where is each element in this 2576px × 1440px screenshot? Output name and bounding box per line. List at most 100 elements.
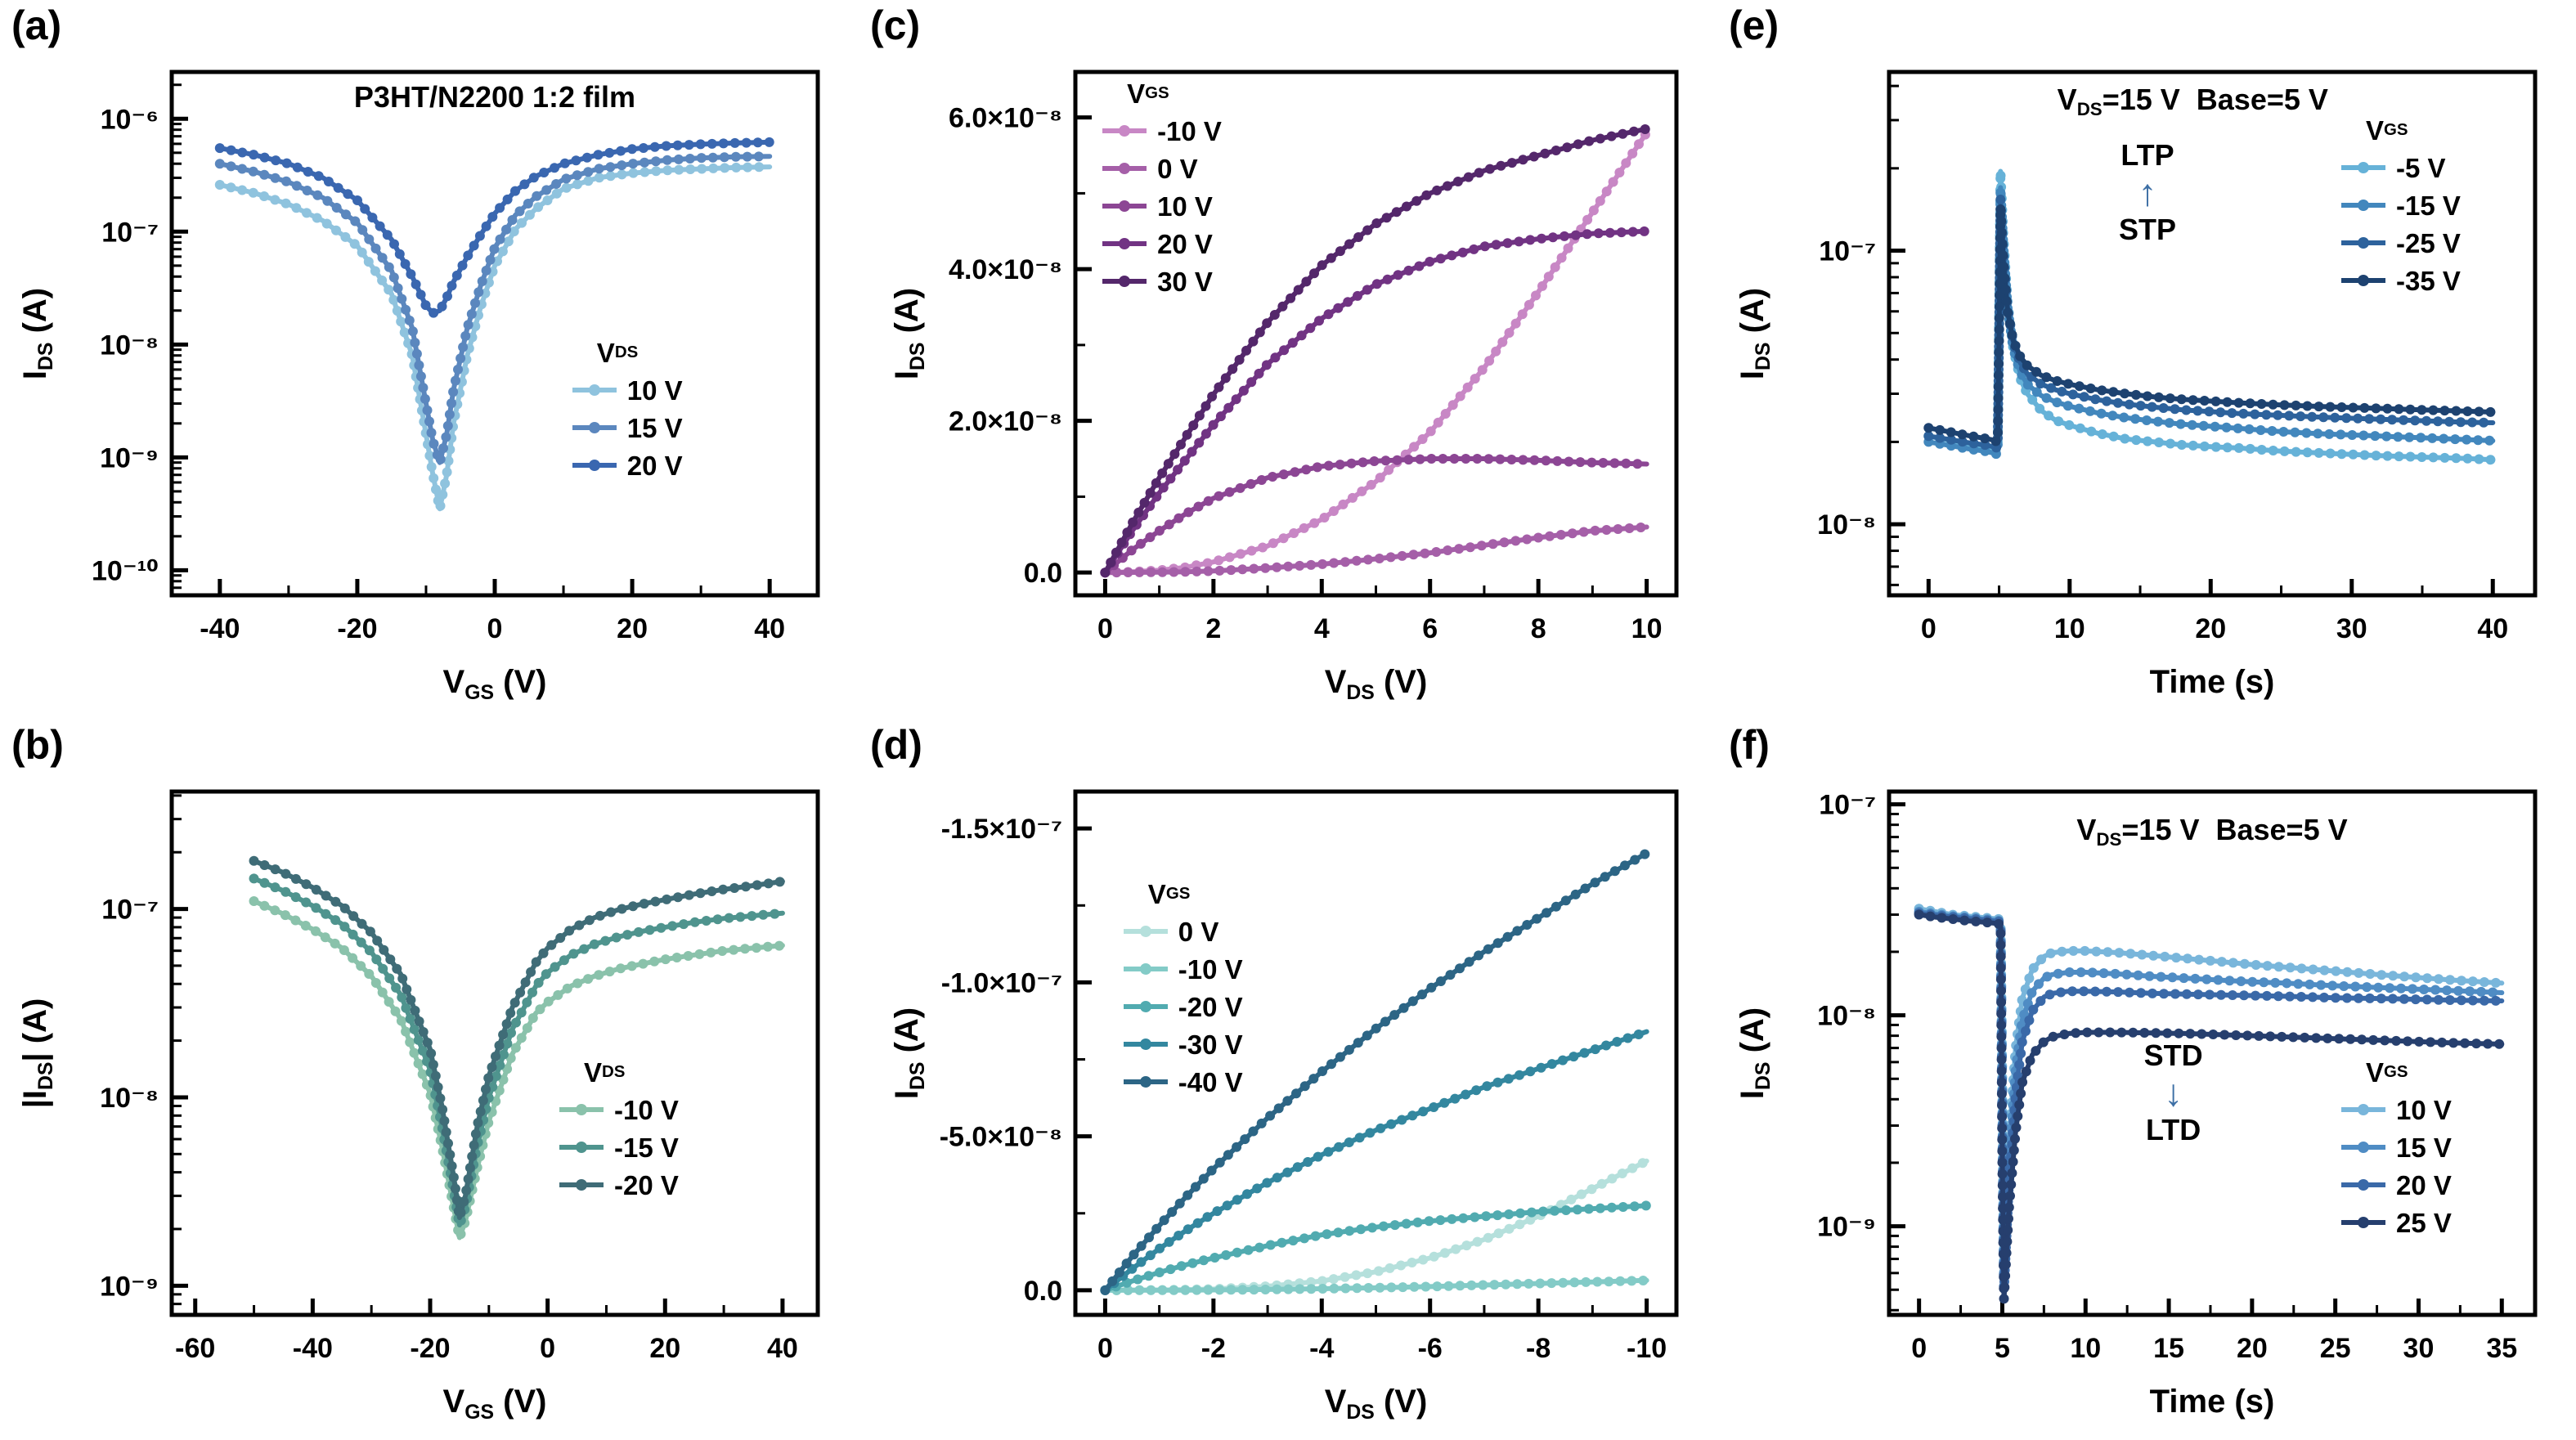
label-text: V bbox=[1324, 1384, 1347, 1420]
label-subscript: GS bbox=[464, 681, 495, 704]
x-tick-label: -2 bbox=[1201, 1333, 1226, 1364]
series-markers bbox=[249, 896, 784, 1240]
legend-dot-icon bbox=[588, 460, 600, 471]
legend-swatch bbox=[2341, 274, 2385, 287]
x-tick-label: 10 bbox=[1631, 613, 1663, 644]
label-text: I bbox=[1735, 370, 1771, 380]
y-tick-label: 10⁻⁷ bbox=[1819, 790, 1876, 821]
series-markers bbox=[1100, 1276, 1649, 1295]
x-tick-label: 35 bbox=[2486, 1333, 2517, 1364]
legend-item: 30 V bbox=[1102, 262, 1222, 300]
legend-swatch bbox=[2341, 1216, 2385, 1229]
series-markers bbox=[214, 162, 765, 511]
legend-item: -5 V bbox=[2341, 149, 2461, 186]
legend-item-label: -15 V bbox=[2396, 190, 2461, 221]
legend-swatch bbox=[559, 1178, 604, 1191]
x-tick-label: 10 bbox=[2054, 613, 2085, 644]
plot-border bbox=[1887, 789, 2538, 1317]
legend-title: V GS bbox=[1124, 875, 1243, 913]
series-markers bbox=[214, 137, 774, 318]
x-tick-label: 30 bbox=[2336, 613, 2367, 644]
y-tick-label: 10⁻⁸ bbox=[1817, 1001, 1876, 1032]
legend-item: -20 V bbox=[559, 1166, 679, 1204]
legend-item-label: -30 V bbox=[1178, 1029, 1243, 1060]
series-markers bbox=[1100, 1200, 1651, 1295]
label-text: (A) bbox=[889, 1007, 926, 1062]
panel-c: (c) 0 2 4 6 8 10 0.0 2.0×10⁻⁸ 4.0×10⁻⁸ 6.0×10⁻⁸ VDS… bbox=[859, 0, 1717, 720]
label-subscript: DS bbox=[602, 1061, 626, 1081]
x-axis-label: Time (s) bbox=[2150, 1384, 2275, 1420]
legend-item: 20 V bbox=[572, 446, 683, 484]
y-axis-label: |IDS| (A) bbox=[17, 998, 58, 1109]
y-axis-label: IDS (A) bbox=[889, 288, 930, 379]
legend-dot-icon bbox=[1139, 1039, 1151, 1051]
plot-border bbox=[1073, 789, 1679, 1317]
label-text: V bbox=[1324, 664, 1347, 700]
legend-item: 10 V bbox=[1102, 187, 1222, 225]
label-subscript: DS bbox=[614, 342, 639, 361]
legend-dot-icon bbox=[2358, 1104, 2369, 1115]
y-axis-label: IDS (A) bbox=[889, 1007, 930, 1099]
panel-label-d: (d) bbox=[870, 722, 922, 768]
legend-item-label: 10 V bbox=[626, 375, 683, 406]
arrow-up-icon: ↑ bbox=[2138, 171, 2157, 214]
x-tick-label: 20 bbox=[649, 1333, 680, 1364]
legend-item: -10 V bbox=[1102, 112, 1222, 150]
legend-dot-icon bbox=[576, 1104, 587, 1115]
series-group bbox=[1923, 168, 2496, 465]
plot-border bbox=[1887, 70, 2538, 598]
label-text: (A) bbox=[1735, 1007, 1771, 1062]
legend-item: 15 V bbox=[572, 409, 683, 446]
x-tick-label: 40 bbox=[2477, 613, 2508, 644]
panel-f: (f) 0 5 10 15 20 25 30 35 10⁻⁹ 10⁻⁸ 10⁻⁷ Time (s) IDS… bbox=[1717, 720, 2576, 1440]
legend-title: V GS bbox=[2341, 1053, 2452, 1091]
legend-item-label: 0 V bbox=[1178, 916, 1219, 947]
legend-dot-icon bbox=[2358, 1217, 2369, 1228]
label-subscript: DS bbox=[1752, 342, 1775, 370]
label-text: I bbox=[889, 1089, 926, 1100]
legend-item-label: -15 V bbox=[614, 1132, 679, 1163]
x-tick-label: 0 bbox=[487, 613, 503, 644]
legend-item-label: -20 V bbox=[614, 1169, 679, 1200]
label-text: (V) bbox=[494, 1384, 547, 1420]
y-tick-label: 10⁻⁷ bbox=[1819, 236, 1876, 267]
x-tick-label: -20 bbox=[410, 1333, 450, 1364]
legend: V GS 0 V -10 V -20 V -30 V -40 V bbox=[1123, 875, 1243, 1101]
annotation-text: P3HT/N2200 1:2 film bbox=[354, 80, 635, 114]
label-subscript: DS bbox=[1752, 1061, 1775, 1090]
legend-item: -10 V bbox=[1123, 950, 1243, 988]
label-text: V bbox=[442, 664, 465, 700]
x-tick-label: 6 bbox=[1422, 613, 1438, 644]
x-tick-label: -6 bbox=[1418, 1333, 1443, 1364]
legend-item: -10 V bbox=[559, 1091, 679, 1128]
label-text: V bbox=[596, 337, 615, 368]
label-subscript: DS bbox=[34, 1061, 57, 1090]
y-tick-label: 10⁻⁹ bbox=[1817, 1212, 1876, 1243]
legend-dot-icon bbox=[1139, 1076, 1151, 1088]
label-text: | (A) bbox=[17, 998, 54, 1062]
legend-dot-icon bbox=[2358, 200, 2369, 211]
y-tick-label: 10⁻⁷ bbox=[101, 217, 159, 248]
annotation-stack: STD ↓ LTD bbox=[2144, 1038, 2203, 1148]
series-group bbox=[249, 855, 785, 1240]
legend-item-label: -40 V bbox=[1178, 1066, 1243, 1097]
x-axis-label: VGS (V) bbox=[443, 664, 547, 705]
y-tick-label: 0.0 bbox=[1024, 1276, 1062, 1307]
label-text: I bbox=[1735, 1089, 1771, 1100]
x-tick-label: 30 bbox=[2403, 1333, 2435, 1364]
legend-swatch bbox=[1102, 275, 1147, 288]
plot-border bbox=[169, 789, 820, 1317]
panel-a: (a) -40 -20 0 20 40 10⁻¹⁰ 10⁻⁹ 10⁻⁸ 10⁻⁷ 10⁻⁶ VGS (… bbox=[0, 0, 859, 720]
annotation-top-label: STD bbox=[2143, 1038, 2203, 1072]
chart-svg-f: 0 5 10 15 20 25 30 35 10⁻⁹ 10⁻⁸ 10⁻⁷ bbox=[1817, 789, 2538, 1364]
legend-swatch bbox=[1123, 1075, 1168, 1088]
legend-dot-icon bbox=[576, 1179, 587, 1191]
legend-title: V DS bbox=[559, 1053, 679, 1091]
x-tick-label: 40 bbox=[754, 613, 785, 644]
x-axis-label: VDS (V) bbox=[1325, 664, 1428, 705]
legend-dot-icon bbox=[2358, 275, 2369, 286]
legend-swatch bbox=[2341, 161, 2385, 174]
x-axis-label: Time (s) bbox=[2150, 664, 2275, 701]
legend-item-label: -10 V bbox=[614, 1094, 679, 1125]
legend: V GS -5 V -15 V -25 V -35 V bbox=[2341, 111, 2461, 299]
